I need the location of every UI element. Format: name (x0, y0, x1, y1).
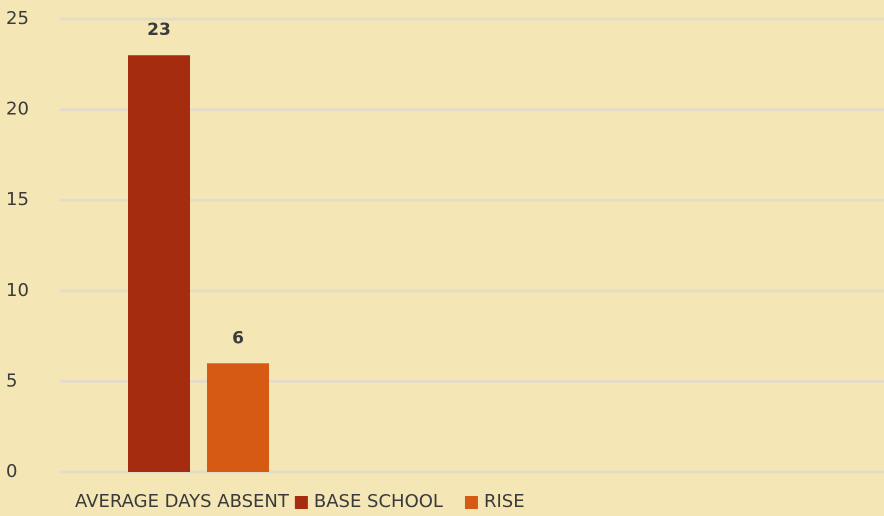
y-tick-label: 20 (6, 99, 29, 120)
y-tick-label: 15 (6, 189, 29, 210)
legend-label: RISE (484, 491, 525, 512)
y-tick-label: 25 (6, 8, 29, 29)
legend-label: BASE SCHOOL (314, 491, 443, 512)
y-tick-label: 5 (6, 370, 17, 391)
data-label: 6 (232, 328, 244, 348)
bar (207, 363, 269, 472)
x-tick-label: AVERAGE DAYS ABSENT (75, 491, 290, 512)
y-tick-label: 0 (6, 461, 17, 482)
y-tick-label: 10 (6, 280, 29, 301)
bar (128, 55, 190, 473)
legend-swatch (294, 496, 308, 509)
data-label: 23 (147, 20, 171, 40)
legend-swatch (464, 496, 478, 509)
